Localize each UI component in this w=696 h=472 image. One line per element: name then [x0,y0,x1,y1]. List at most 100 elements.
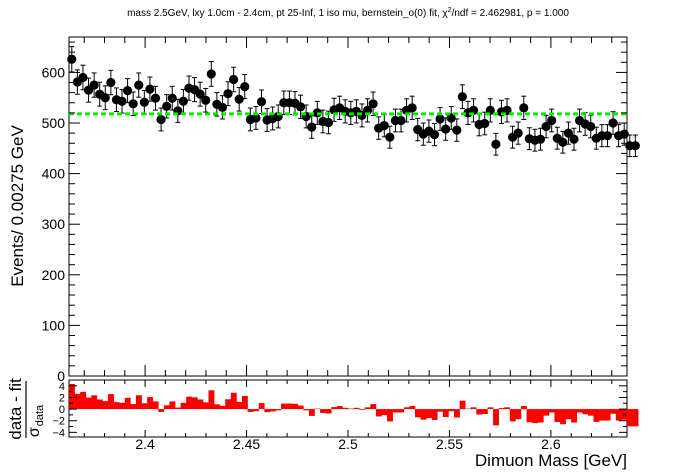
pull-bar [253,409,260,412]
data-marker [106,77,116,88]
pull-bar [409,406,416,410]
pull-bar [158,409,165,412]
data-marker [229,74,239,85]
pull-bar [197,399,204,410]
data-marker [307,122,317,132]
data-point [513,121,523,145]
x-axis-label: Dimuon Mass [GeV] [475,451,627,470]
pull-bar [152,401,159,410]
data-point [368,91,378,117]
pull-bar [465,408,472,410]
data-marker [251,113,261,123]
data-marker [513,128,523,138]
data-point [307,115,317,139]
x-tick-label: 2.5 [338,436,358,452]
pull-bar [493,409,499,426]
pull-bar [163,405,170,410]
data-point [407,95,417,120]
data-point [379,113,389,138]
data-marker [156,114,166,125]
pull-bar [269,409,276,412]
data-marker [100,93,110,103]
data-marker [122,86,133,96]
pull-bar [403,407,410,410]
y-tick-label: 400 [42,166,66,182]
pull-bar [135,395,142,410]
pull-bar [375,409,382,417]
pull-bar [297,405,304,410]
data-marker [396,115,406,126]
pull-bar [314,408,321,410]
y-axis-label: Events/ 0.00275 GeV [8,125,27,287]
data-marker [446,113,456,123]
data-point [256,89,267,115]
data-point [145,76,155,102]
pull-bar [392,409,399,413]
data-marker [619,129,629,139]
pull-bar [286,403,293,410]
pull-bar [258,403,265,410]
data-marker [295,102,306,112]
data-marker [435,114,445,124]
data-point [128,91,138,117]
pull-bar [147,397,153,410]
data-point [502,98,512,123]
pull-bar [520,406,527,410]
data-point [491,132,501,156]
data-point [122,78,133,104]
pull-bar [487,407,494,410]
data-point [480,111,490,136]
data-point [630,134,640,158]
data-marker [240,81,250,92]
x-axis: 2.4 2.45 2.5 2.55 2.6 [83,37,613,452]
data-marker [256,97,267,107]
data-point [72,69,82,95]
pull-bar [214,404,220,410]
data-point [429,123,440,147]
data-marker [407,103,417,113]
pull-bar [108,394,114,410]
pull-bar [604,409,611,421]
pull-bar [130,404,137,410]
ratio-y-tick-label: −2 [52,416,65,428]
data-point [117,88,127,114]
pull-bar [175,407,181,410]
pull-bar [414,409,421,418]
data-marker [134,80,144,90]
data-marker [558,137,568,147]
pull-bar [582,409,589,415]
pull-bar [308,409,315,416]
data-point [457,84,467,110]
data-marker [128,99,138,109]
pull-bar [275,409,282,411]
y-tick-label: 100 [42,317,66,333]
data-marker [379,120,389,131]
pull-bar [264,409,271,413]
data-point [240,73,250,100]
pull-bar [342,407,349,410]
data-marker [535,134,546,144]
x-tick-label: 2.55 [436,436,463,452]
pull-bar [96,399,103,410]
data-marker [206,69,216,79]
pull-bar [370,404,377,410]
data-marker [368,99,378,109]
pull-bar [476,409,483,415]
y-tick-label: 600 [42,64,66,80]
pull-bar [359,409,366,410]
pull-bar [348,408,354,410]
data-point [446,106,456,130]
data-point [206,61,216,87]
data-marker [547,115,557,126]
pull-bar [593,409,600,422]
data-point [201,87,211,113]
pull-bar [320,409,326,413]
data-point [602,124,613,148]
data-marker [67,54,77,64]
data-marker [457,92,467,102]
data-point [150,85,161,111]
data-point [519,95,529,120]
data-point [452,118,462,142]
data-point [441,117,451,141]
pull-bar [509,409,516,422]
